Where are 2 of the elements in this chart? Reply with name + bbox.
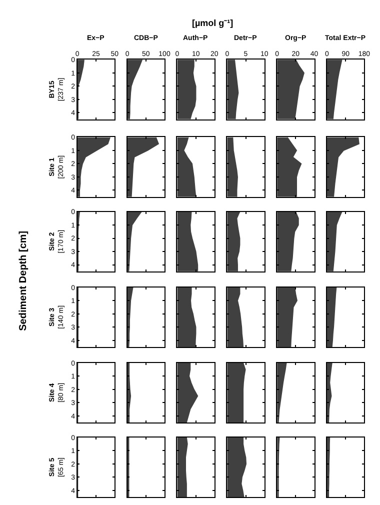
text: Sediment Depth [cm] bbox=[18, 230, 30, 331]
text: [µmol g⁻¹] bbox=[192, 18, 234, 28]
